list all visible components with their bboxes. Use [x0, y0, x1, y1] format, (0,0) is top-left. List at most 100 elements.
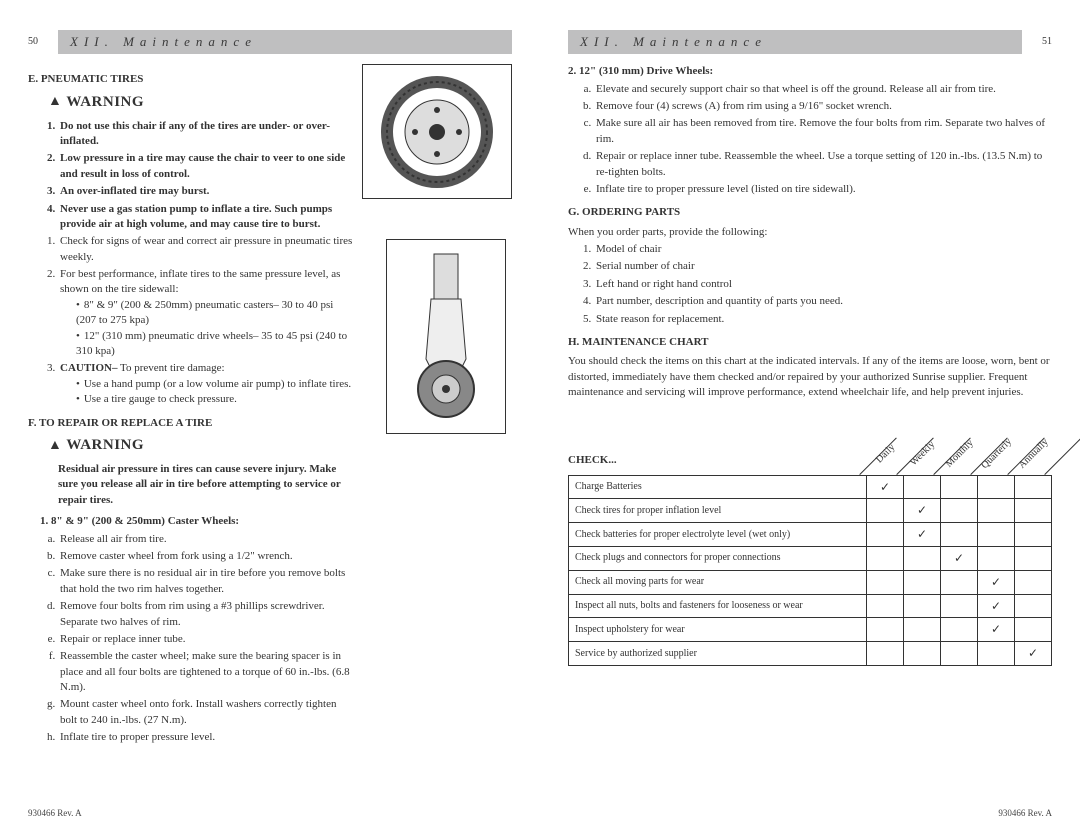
- table-item-cell: Check tires for proper inflation level: [569, 499, 867, 523]
- warning-label: WARNING: [66, 435, 144, 456]
- section-h-title: H. MAINTENANCE CHART: [568, 335, 1052, 350]
- table-check-cell: ✓: [904, 499, 941, 523]
- sub1-title: 1. 8" & 9" (200 & 250mm) Caster Wheels:: [40, 514, 354, 529]
- tire-illustration-1: [362, 64, 512, 199]
- diag-cell: Weekly: [904, 411, 941, 475]
- header-row-right: XII. Maintenance 51: [568, 30, 1052, 54]
- list-item: State reason for replacement.: [594, 312, 1052, 327]
- header-row-left: 50 XII. Maintenance: [28, 30, 512, 54]
- bullet-item: 8" & 9" (200 & 250mm) pneumatic casters–…: [76, 298, 354, 329]
- table-check-cell: [978, 547, 1015, 571]
- sub1-list: Release all air from tire. Remove caster…: [28, 532, 354, 746]
- warn-item: Do not use this chair if any of the tire…: [58, 119, 354, 150]
- table-check-cell: [904, 475, 941, 499]
- table-check-cell: [1015, 523, 1052, 547]
- table-check-cell: [867, 547, 904, 571]
- col-label: Daily: [873, 441, 899, 467]
- table-check-cell: [978, 475, 1015, 499]
- bullet-item: Use a hand pump (or a low volume air pum…: [76, 377, 354, 392]
- table-check-cell: [1015, 547, 1052, 571]
- table-check-cell: [867, 618, 904, 642]
- diag-cell: Daily: [867, 411, 904, 475]
- maintenance-chart: CHECK... Daily Weekly Monthly Quarterly …: [568, 411, 1052, 666]
- list-item-text: For best performance, inflate tires to t…: [60, 268, 340, 295]
- caster-illustration-2: [386, 239, 506, 434]
- table-check-cell: ✓: [978, 618, 1015, 642]
- section-f-title: F. TO REPAIR OR REPLACE A TIRE: [28, 416, 354, 431]
- list-item: Repair or replace inner tube.: [58, 632, 354, 647]
- list-item: CAUTION– To prevent tire damage: Use a h…: [58, 361, 354, 407]
- table-check-cell: [978, 642, 1015, 666]
- table-check-cell: [978, 499, 1015, 523]
- diagonal-labels: Daily Weekly Monthly Quarterly Annually: [867, 411, 1052, 475]
- col-label: Monthly: [942, 436, 976, 470]
- table-check-cell: ✓: [941, 547, 978, 571]
- bullet-item: 12" (310 mm) pneumatic drive wheels– 35 …: [76, 329, 354, 360]
- list-item: Left hand or right hand control: [594, 277, 1052, 292]
- list-item: Check for signs of wear and correct air …: [58, 234, 354, 265]
- table-item-cell: Service by authorized supplier: [569, 642, 867, 666]
- caster-svg-icon: [396, 249, 496, 424]
- table-check-cell: [1015, 499, 1052, 523]
- header-band-left: XII. Maintenance: [58, 30, 512, 54]
- list-item: Elevate and securely support chair so th…: [594, 82, 1052, 97]
- table-item-cell: Inspect all nuts, bolts and fasteners fo…: [569, 594, 867, 618]
- warn-item: An over-inflated tire may burst.: [58, 184, 354, 199]
- page-left: 50 XII. Maintenance E. PNEUMATIC TIRES ▲…: [0, 0, 540, 834]
- table-check-cell: [904, 642, 941, 666]
- check-label: CHECK...: [568, 453, 617, 468]
- table-row: Check all moving parts for wear✓: [569, 570, 1052, 594]
- table-check-cell: [941, 570, 978, 594]
- warn-item: Low pressure in a tire may cause the cha…: [58, 151, 354, 182]
- table-row: Inspect upholstery for wear ✓: [569, 618, 1052, 642]
- warning-text-f: Residual air pressure in tires can cause…: [28, 462, 354, 508]
- page-spread: 50 XII. Maintenance E. PNEUMATIC TIRES ▲…: [0, 0, 1080, 834]
- table-row: Check plugs and connectors for proper co…: [569, 547, 1052, 571]
- table-check-cell: [904, 547, 941, 571]
- table-check-cell: [941, 618, 978, 642]
- section-g-title: G. ORDERING PARTS: [568, 205, 1052, 220]
- table-check-cell: [941, 499, 978, 523]
- list-item: Inflate tire to proper pressure level.: [58, 730, 354, 745]
- table-check-cell: [941, 475, 978, 499]
- wheel-svg-icon: [372, 72, 502, 192]
- list-item: For best performance, inflate tires to t…: [58, 267, 354, 359]
- list-item: Remove four bolts from rim using a #3 ph…: [58, 599, 354, 630]
- col-label: Quarterly: [978, 435, 1015, 472]
- table-item-cell: Inspect upholstery for wear: [569, 618, 867, 642]
- list-item: Make sure all air has been removed from …: [594, 116, 1052, 147]
- table-check-cell: [867, 570, 904, 594]
- table-item-cell: Check batteries for proper electrolyte l…: [569, 523, 867, 547]
- list-item: Serial number of chair: [594, 259, 1052, 274]
- diag-cell: Annually: [1015, 411, 1052, 475]
- table-check-cell: [1015, 594, 1052, 618]
- table-check-cell: [867, 523, 904, 547]
- table-check-cell: [941, 594, 978, 618]
- warning-label: WARNING: [66, 92, 144, 113]
- left-image-column: [362, 64, 512, 747]
- sub2-title: 2. 12" (310 mm) Drive Wheels:: [568, 64, 1052, 79]
- list-item: Remove four (4) screws (A) from rim usin…: [594, 99, 1052, 114]
- section-g-intro: When you order parts, provide the follow…: [568, 225, 1052, 240]
- list-item: Repair or replace inner tube. Reassemble…: [594, 149, 1052, 180]
- table-check-cell: [867, 499, 904, 523]
- footer-left: 930466 Rev. A: [28, 807, 82, 820]
- table-row: Charge Batteries✓: [569, 475, 1052, 499]
- table-check-cell: ✓: [904, 523, 941, 547]
- section-h-intro: You should check the items on this chart…: [568, 354, 1052, 400]
- table-check-cell: [1015, 570, 1052, 594]
- table-row: Inspect all nuts, bolts and fasteners fo…: [569, 594, 1052, 618]
- table-check-cell: [904, 570, 941, 594]
- page-right: XII. Maintenance 51 2. 12" (310 mm) Driv…: [540, 0, 1080, 834]
- list-item: Remove caster wheel from fork using a 1/…: [58, 549, 354, 564]
- table-check-cell: [904, 618, 941, 642]
- list-item: Make sure there is no residual air in ti…: [58, 566, 354, 597]
- bullet-item: Use a tire gauge to check pressure.: [76, 392, 354, 407]
- table-item-cell: Check plugs and connectors for proper co…: [569, 547, 867, 571]
- warning-bar-e: ▲ WARNING: [48, 92, 354, 113]
- warning-icon: ▲: [48, 436, 62, 456]
- chart-header: CHECK... Daily Weekly Monthly Quarterly …: [568, 411, 1052, 475]
- left-text-column: E. PNEUMATIC TIRES ▲ WARNING Do not use …: [28, 64, 362, 747]
- table-check-cell: [1015, 475, 1052, 499]
- table-check-cell: [941, 523, 978, 547]
